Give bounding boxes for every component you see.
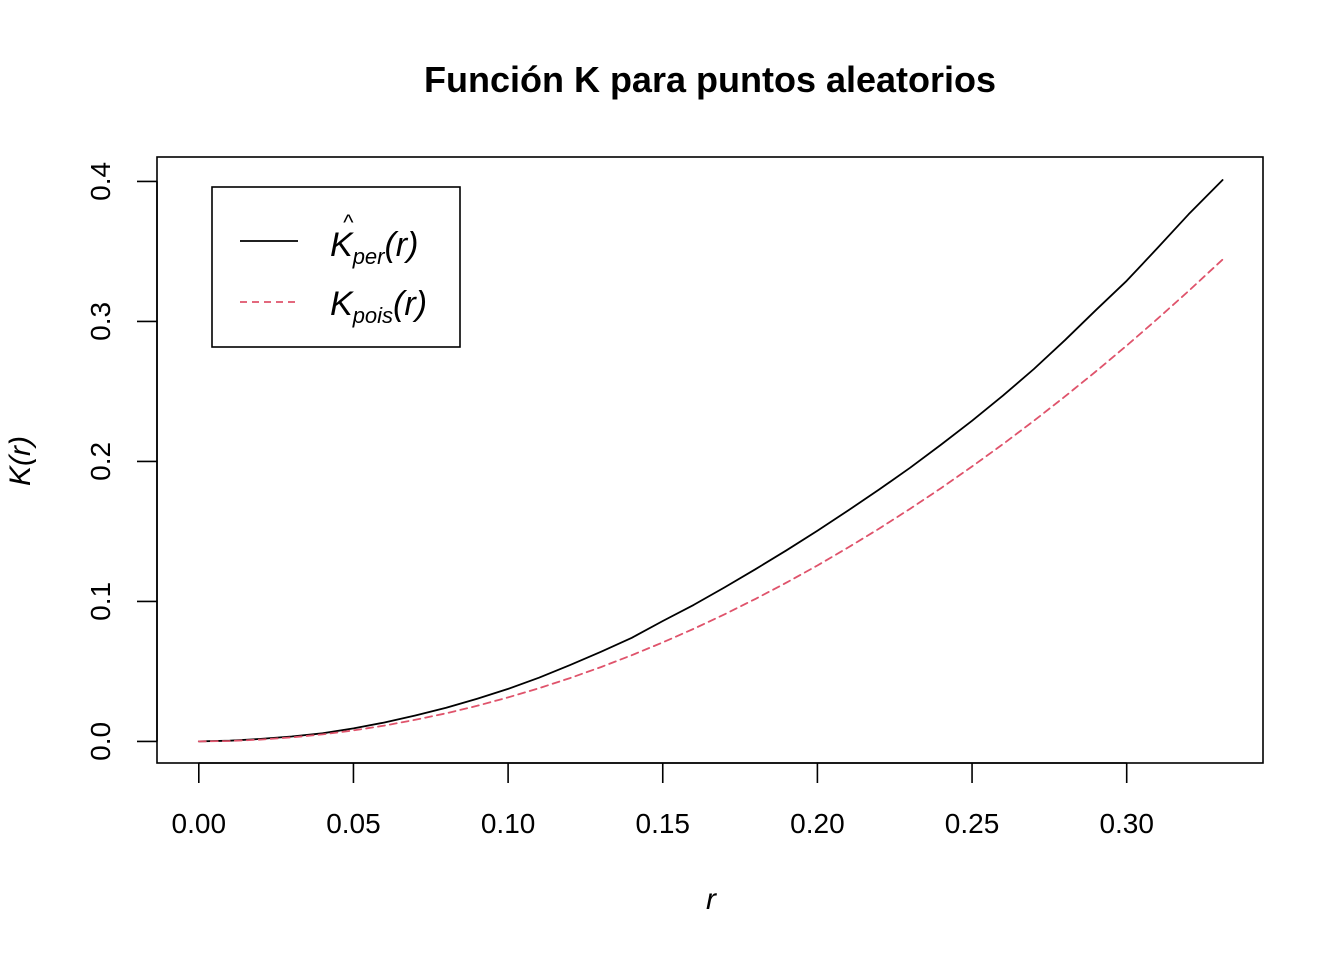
legend-sub-kpois: pois — [352, 303, 393, 328]
x-tick-label: 0.10 — [481, 808, 536, 839]
legend-main-kpois: K — [330, 285, 354, 323]
legend-label-kper: Kper(r) — [330, 226, 418, 269]
legend-arg-kpois: (r) — [393, 285, 427, 323]
legend-arg-kper: (r) — [384, 226, 418, 264]
x-axis-label: r — [706, 883, 717, 916]
chart-title: Función K para puntos aleatorios — [424, 59, 996, 100]
x-tick-label: 0.25 — [945, 808, 1000, 839]
series-line-kper — [197, 179, 1224, 743]
x-tick-label: 0.20 — [790, 808, 845, 839]
y-tick-label: 0.0 — [85, 722, 116, 761]
legend-box — [211, 186, 461, 348]
x-tick-label: 0.05 — [326, 808, 381, 839]
y-axis-label: K(r) — [4, 436, 37, 486]
series-line-kpois — [197, 258, 1224, 743]
y-tick-label: 0.3 — [85, 302, 116, 341]
x-tick-label: 0.30 — [1099, 808, 1154, 839]
y-tick-label: 0.2 — [85, 442, 116, 481]
y-axis: 0.0 0.1 0.2 0.3 0.4 — [85, 162, 158, 761]
y-tick-label: 0.1 — [85, 582, 116, 621]
legend-hat-kper: ^ — [343, 210, 354, 235]
x-tick-label: 0.15 — [636, 808, 691, 839]
legend-label-kpois: Kpois(r) — [330, 285, 427, 328]
legend-main-kper: K — [330, 226, 354, 264]
x-axis: 0.00 0.05 0.10 0.15 0.20 0.25 0.30 — [172, 762, 1154, 839]
legend-sub-kper: per — [352, 244, 386, 269]
series-layer — [197, 179, 1224, 743]
legend: ^ Kper(r) Kpois(r) — [211, 186, 461, 348]
x-tick-label: 0.00 — [172, 808, 227, 839]
y-tick-label: 0.4 — [85, 162, 116, 201]
